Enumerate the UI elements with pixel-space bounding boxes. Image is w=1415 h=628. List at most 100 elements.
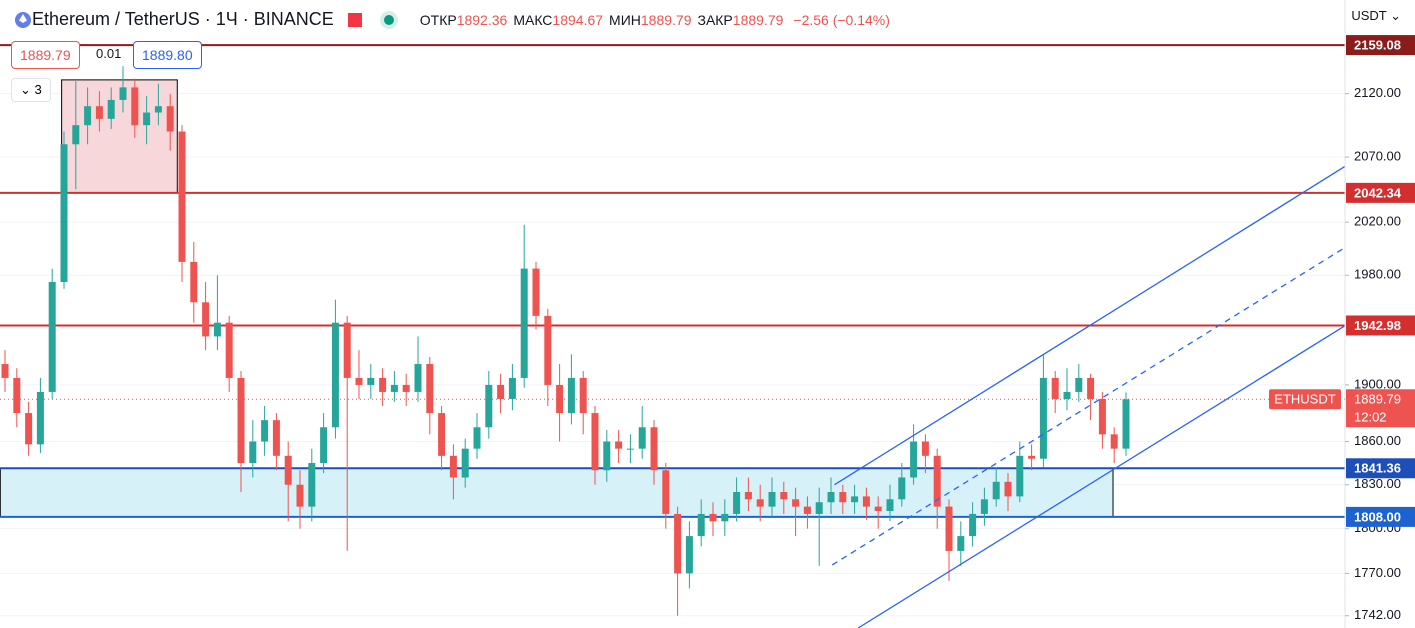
candle-body: [95, 106, 103, 119]
candle-body: [992, 481, 1000, 500]
candle-body: [284, 455, 292, 485]
y-tick-label: 2070.00: [1354, 149, 1401, 164]
candle-body: [379, 377, 387, 392]
change: −2.56 (−0.14%): [793, 11, 890, 28]
symbol-label: ETHUSDT: [1274, 392, 1335, 407]
symbol[interactable]: Ethereum / TetherUS · 1Ч · BINANCE: [32, 9, 334, 29]
candle-body: [296, 484, 304, 507]
candle-body: [520, 268, 528, 378]
countdown-label: 12:02: [1354, 410, 1387, 425]
y-tick-label: 1980.00: [1354, 267, 1401, 282]
candle-body: [709, 513, 717, 522]
candle-body: [473, 427, 481, 449]
candle-body: [119, 87, 127, 100]
candle-body: [131, 87, 139, 126]
ohlc-value: 1889.79: [732, 11, 784, 28]
candle-body: [178, 131, 186, 262]
candle-body: [402, 384, 410, 392]
candle-body: [756, 499, 764, 507]
ohlc-value: 1894.67: [552, 11, 604, 28]
candle-body: [626, 448, 634, 450]
last-price-label: 1889.79: [1354, 392, 1401, 407]
channel-line: [831, 246, 1346, 566]
candle-body: [874, 506, 882, 512]
candle-body: [733, 492, 741, 514]
currency[interactable]: USDT ⌄: [1351, 8, 1401, 23]
candle-body: [107, 99, 115, 119]
ohlc-label: ОТКР: [419, 11, 457, 28]
level-label-bg: [1346, 458, 1415, 479]
candle-body: [261, 420, 269, 442]
level-label: 2042.34: [1354, 185, 1402, 200]
level-label-bg: [1346, 35, 1415, 56]
candle-body: [603, 441, 611, 471]
candle-body: [72, 125, 80, 145]
candle-body: [886, 499, 894, 512]
candle-body: [744, 492, 752, 500]
candle-body: [650, 427, 658, 471]
candle-body: [685, 536, 693, 574]
candle-body: [390, 384, 398, 392]
candle-body: [36, 391, 44, 445]
candle-body: [768, 492, 776, 507]
candle-body: [662, 470, 670, 514]
candle-body: [780, 492, 788, 500]
candle-body: [1075, 377, 1083, 392]
channel-line: [834, 165, 1346, 486]
candle-body: [213, 322, 221, 337]
candle-body: [84, 106, 92, 126]
candle-body: [851, 496, 859, 503]
zone-box: [0, 467, 1114, 518]
candle-body: [48, 282, 56, 392]
candle-body: [438, 413, 446, 456]
flag[interactable]: [347, 12, 362, 27]
candle-body: [308, 463, 316, 507]
candle-body: [1016, 455, 1024, 497]
spread: 0.01: [96, 46, 122, 61]
level-label: 1942.98: [1354, 318, 1401, 333]
candle-body: [343, 322, 351, 378]
candle-body: [426, 364, 434, 414]
indicators-toggle[interactable]: ⌄ 3: [11, 78, 51, 102]
y-tick-label: 2020.00: [1354, 214, 1401, 229]
candle-body: [461, 448, 469, 478]
ohlc: ОТКР1892.36 МАКС1894.67 МИН1889.79 ЗАКР1889…: [420, 12, 790, 28]
candle-body: [1110, 434, 1118, 449]
candle-body: [969, 513, 977, 537]
candle-body: [154, 106, 162, 113]
candle-body: [579, 377, 587, 414]
candle-body: [355, 377, 363, 385]
level-label: 1841.36: [1354, 461, 1401, 476]
candle-body: [190, 261, 198, 303]
candle-body: [674, 513, 682, 574]
candle-body: [591, 413, 599, 471]
candle-body: [25, 413, 33, 445]
currency-label: USDT: [1351, 8, 1387, 23]
candle-body: [237, 377, 245, 464]
candle-body: [980, 499, 988, 514]
candle-body: [414, 364, 422, 392]
last-price-bg: [1346, 389, 1415, 428]
candle-body: [508, 377, 516, 399]
candle-body: [839, 492, 847, 503]
y-tick-label: 1900.00: [1354, 376, 1401, 391]
level-label-bg: [1346, 506, 1415, 527]
candle-body: [166, 106, 174, 132]
candle-body: [449, 455, 457, 478]
candle-body: [331, 322, 339, 428]
candle-body: [638, 427, 646, 449]
candle-body: [60, 144, 68, 283]
header: Ethereum / TetherUS · 1Ч · BINANCE ОТКР1…: [14, 9, 890, 30]
candle-body: [202, 302, 210, 337]
candle-body: [945, 506, 953, 551]
buy-price[interactable]: 1889.80: [133, 41, 202, 69]
symbol-icon: [15, 12, 31, 28]
candle-body: [615, 441, 623, 449]
sell-price[interactable]: 1889.79: [11, 41, 80, 69]
indicators-count: 3: [34, 82, 42, 97]
candle-body: [921, 441, 929, 456]
candle-body: [697, 513, 705, 537]
candle-body: [497, 384, 505, 399]
symbol-label-bg: [1269, 389, 1341, 410]
